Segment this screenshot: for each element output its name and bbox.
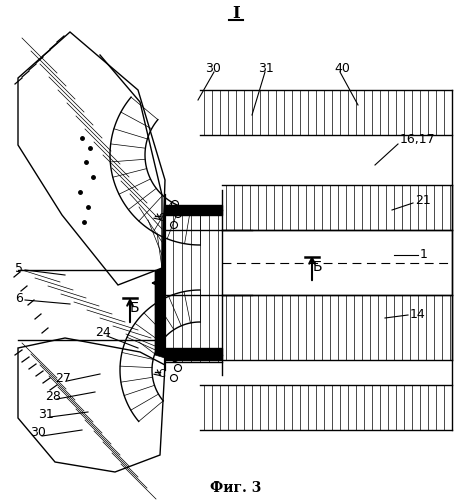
Text: 6: 6 bbox=[15, 292, 23, 304]
Text: Б: Б bbox=[129, 301, 139, 315]
Text: 14: 14 bbox=[410, 308, 426, 322]
Polygon shape bbox=[165, 205, 222, 215]
Polygon shape bbox=[155, 207, 165, 358]
Text: 40: 40 bbox=[334, 62, 350, 74]
Text: 21: 21 bbox=[415, 194, 431, 206]
Text: 30: 30 bbox=[205, 62, 221, 74]
Text: Б: Б bbox=[312, 260, 322, 274]
Polygon shape bbox=[165, 348, 222, 360]
Polygon shape bbox=[18, 32, 165, 285]
Text: 5: 5 bbox=[15, 262, 23, 274]
Text: 27: 27 bbox=[55, 372, 71, 384]
Text: 16,17: 16,17 bbox=[400, 134, 436, 146]
Text: 31: 31 bbox=[258, 62, 274, 74]
Polygon shape bbox=[18, 338, 165, 472]
Text: 24: 24 bbox=[95, 326, 111, 340]
Text: С: С bbox=[159, 213, 165, 223]
Text: I: I bbox=[232, 6, 240, 22]
Text: 1: 1 bbox=[420, 248, 428, 262]
Text: 30: 30 bbox=[30, 426, 46, 440]
Text: С: С bbox=[159, 369, 165, 379]
Text: 28: 28 bbox=[45, 390, 61, 402]
Text: Фиг. 3: Фиг. 3 bbox=[211, 481, 261, 495]
Text: 31: 31 bbox=[38, 408, 54, 420]
